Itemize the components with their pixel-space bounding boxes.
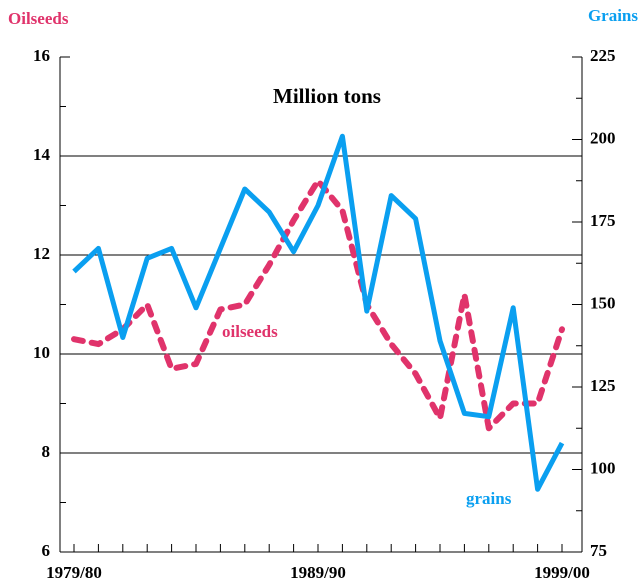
y-tick-label: 10 — [33, 343, 50, 362]
y2-tick-label: 75 — [590, 541, 607, 560]
y2-axis-title: Grains — [588, 6, 638, 25]
x-tick-label: 1989/90 — [290, 563, 346, 582]
y-tick-label: 6 — [42, 541, 51, 560]
series-line — [71, 177, 565, 432]
series-line — [72, 133, 565, 492]
y2-tick-label: 125 — [590, 376, 616, 395]
x-tick-label: 1999/00 — [534, 563, 590, 582]
y-tick-label: 12 — [33, 244, 50, 263]
series-label: oilseeds — [222, 322, 278, 341]
series-label: grains — [466, 489, 512, 508]
chart-title: Million tons — [273, 84, 381, 108]
y-tick-label: 16 — [33, 46, 50, 65]
y2-tick-label: 175 — [590, 211, 616, 230]
x-tick-label: 1979/80 — [46, 563, 102, 582]
y-tick-label: 8 — [42, 442, 51, 461]
y2-tick-label: 150 — [590, 293, 616, 312]
y2-tick-label: 100 — [590, 458, 616, 477]
y-tick-label: 14 — [33, 145, 51, 164]
y-axis-title: Oilseeds — [8, 9, 69, 28]
y2-tick-label: 200 — [590, 128, 616, 147]
y2-tick-label: 225 — [590, 46, 616, 65]
